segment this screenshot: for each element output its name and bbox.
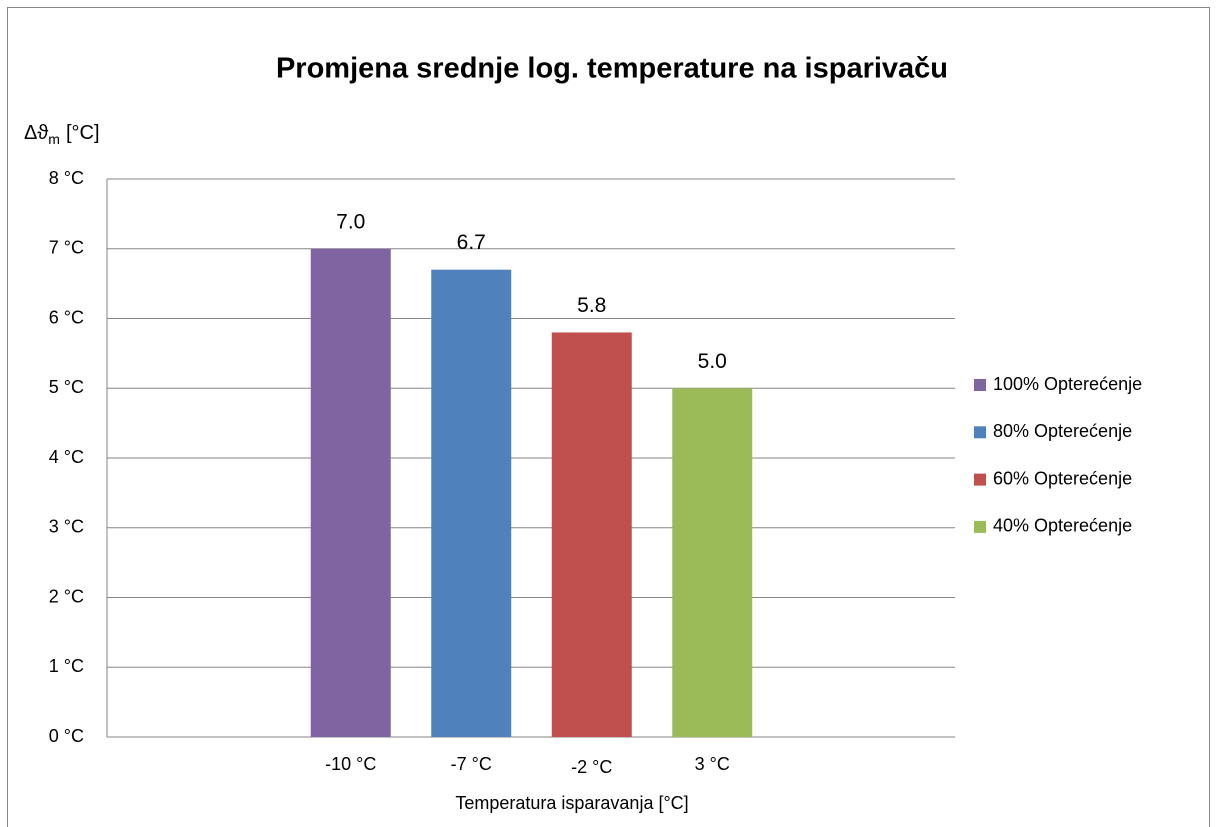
y-axis-label-sub: m xyxy=(48,131,60,147)
y-axis-label-main: Δϑ xyxy=(24,122,48,144)
data-label: 7.0 xyxy=(336,210,365,233)
chart-title: Promjena srednje log. temperature na isp… xyxy=(276,53,948,85)
y-tick-label: 1 °C xyxy=(49,656,84,676)
y-tick-label: 5 °C xyxy=(49,377,84,397)
bar xyxy=(551,332,632,737)
y-tick-label: 0 °C xyxy=(49,726,84,746)
y-axis-label: Δϑm [°C] xyxy=(24,122,100,146)
x-tick-label: 3 °C xyxy=(695,754,730,774)
data-label: 5.0 xyxy=(698,350,727,373)
y-tick-label: 8 °C xyxy=(49,168,84,188)
data-label: 6.7 xyxy=(457,231,486,254)
x-tick-label: -10 °C xyxy=(325,754,376,774)
data-label: 5.8 xyxy=(577,294,606,317)
y-tick-label: 3 °C xyxy=(49,517,84,537)
legend-label: 80% Opterećenje xyxy=(993,421,1132,441)
y-tick-label: 7 °C xyxy=(49,238,84,258)
legend-swatch xyxy=(974,379,986,391)
legend-label: 60% Opterećenje xyxy=(993,468,1132,488)
x-tick-label: -2 °C xyxy=(571,757,612,777)
x-axis-label: Temperatura isparavanja [°C] xyxy=(455,793,688,813)
legend-label: 100% Opterećenje xyxy=(993,374,1142,394)
legend-swatch xyxy=(974,473,986,486)
y-tick-label: 2 °C xyxy=(49,586,84,606)
legend-swatch xyxy=(974,520,986,533)
bar xyxy=(431,269,512,737)
x-tick-label: -7 °C xyxy=(451,754,492,774)
y-axis-label-unit: [°C] xyxy=(66,122,100,144)
bar xyxy=(310,248,391,737)
y-tick-label: 6 °C xyxy=(49,307,84,327)
legend-swatch xyxy=(974,426,986,439)
legend-label: 40% Opterećenje xyxy=(993,516,1132,536)
y-tick-label: 4 °C xyxy=(49,447,84,467)
bar xyxy=(672,388,753,737)
